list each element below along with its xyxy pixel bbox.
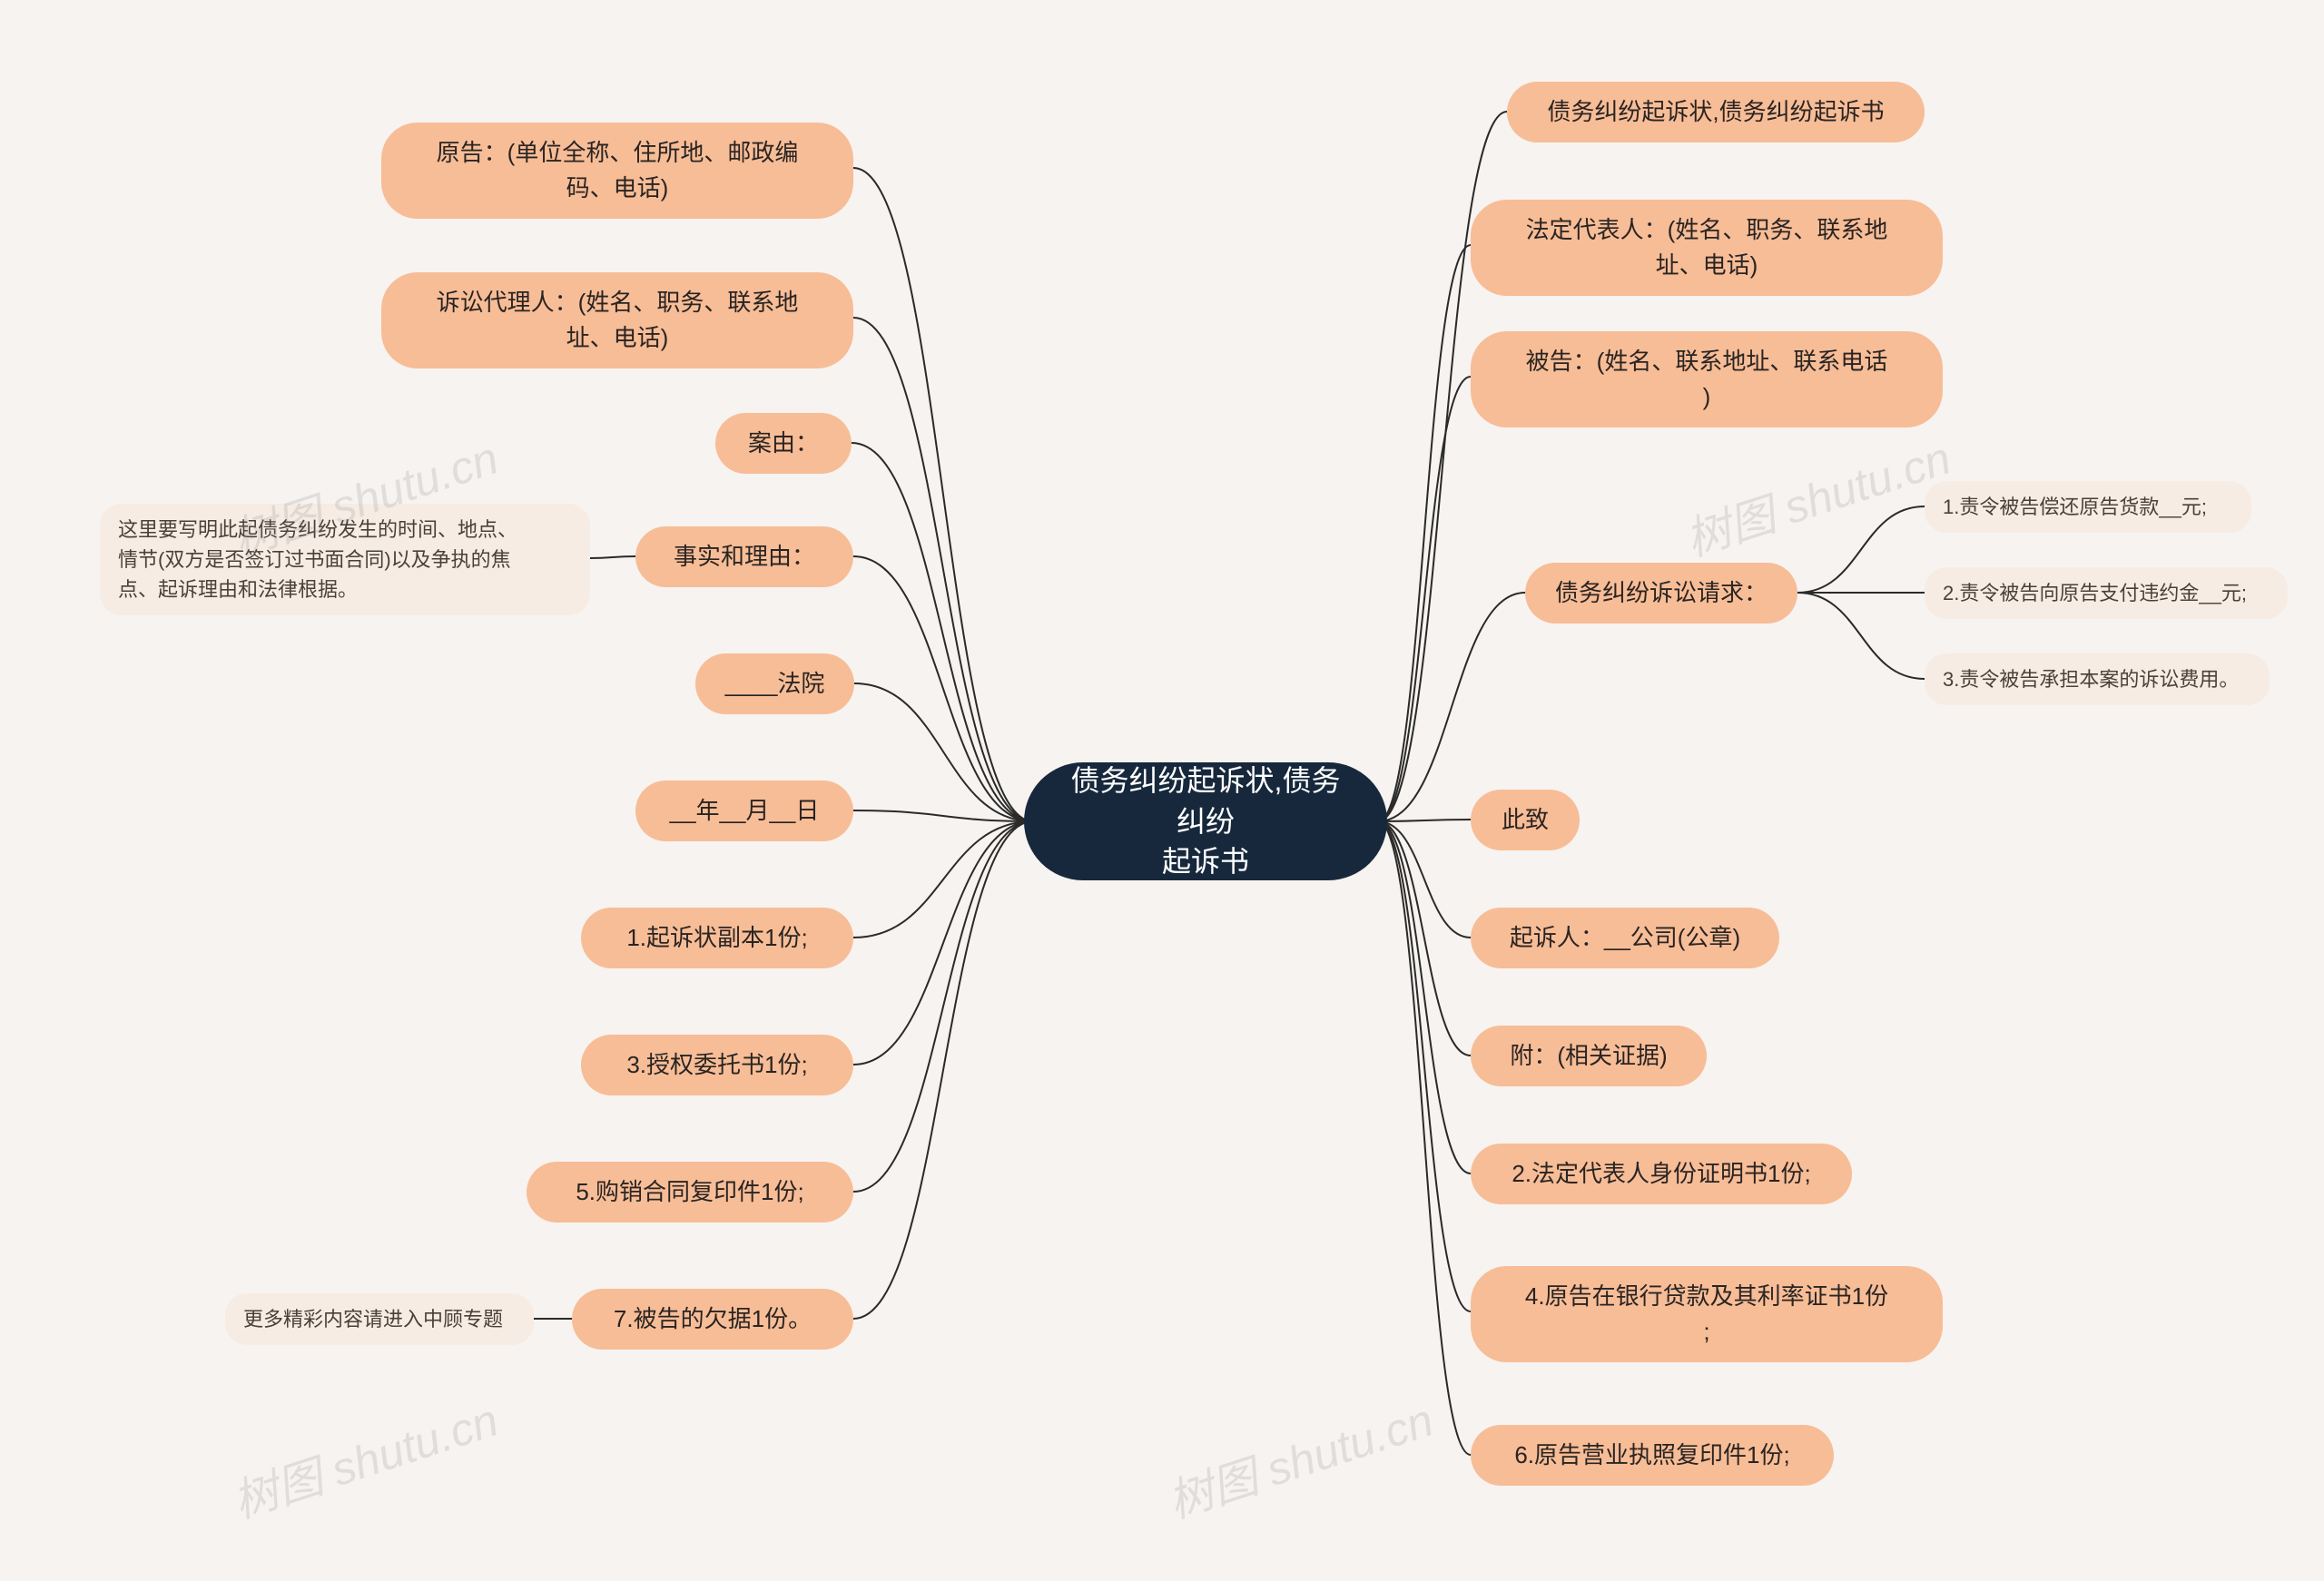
branch-node-r4-label: 债务纠纷诉讼请求：: [1555, 575, 1768, 611]
branch-node-r3-label: 被告：(姓名、联系地址、联系电话): [1526, 344, 1888, 415]
branch-node-r8[interactable]: 2.法定代表人身份证明书1份;: [1471, 1144, 1852, 1204]
leaf-node-l4-0: 这里要写明此起债务纠纷发生的时间、地点、情节(双方是否签订过书面合同)以及争执的…: [100, 504, 590, 615]
leaf-node-r4-0: 1.责令被告偿还原告货款__元;: [1925, 481, 2251, 533]
watermark-3: 树图 shutu.cn: [1158, 1384, 1440, 1531]
branch-node-r7[interactable]: 附：(相关证据): [1471, 1026, 1707, 1086]
leaf-node-l4-0-label: 这里要写明此起债务纠纷发生的时间、地点、情节(双方是否签订过书面合同)以及争执的…: [118, 515, 517, 604]
branch-node-l9-label: 5.购销合同复印件1份;: [576, 1174, 803, 1210]
branch-node-l4[interactable]: 事实和理由：: [635, 526, 853, 587]
branch-node-r9-label: 4.原告在银行贷款及其利率证书1份;: [1525, 1279, 1888, 1350]
leaf-node-r4-2: 3.责令被告承担本案的诉讼费用。: [1925, 653, 2270, 705]
branch-node-r5[interactable]: 此致: [1471, 790, 1580, 850]
branch-node-l3-label: 案由：: [748, 426, 819, 461]
branch-node-r2[interactable]: 法定代表人：(姓名、职务、联系地址、电话): [1471, 200, 1943, 296]
branch-node-l8[interactable]: 3.授权委托书1份;: [581, 1035, 853, 1095]
branch-node-l10[interactable]: 7.被告的欠据1份。: [572, 1289, 853, 1350]
branch-node-l2[interactable]: 诉讼代理人：(姓名、职务、联系地址、电话): [381, 272, 853, 368]
branch-node-r10-label: 6.原告营业执照复印件1份;: [1514, 1438, 1789, 1473]
watermark-2: 树图 shutu.cn: [223, 1384, 505, 1531]
branch-node-l6-label: __年__月__日: [670, 793, 820, 829]
branch-node-r1-label: 债务纠纷起诉状,债务纠纷起诉书: [1547, 94, 1884, 130]
branch-node-l6[interactable]: __年__月__日: [635, 781, 853, 841]
branch-node-r2-label: 法定代表人：(姓名、职务、联系地址、电话): [1526, 212, 1888, 283]
branch-node-r1[interactable]: 债务纠纷起诉状,债务纠纷起诉书: [1507, 82, 1925, 142]
branch-node-r6[interactable]: 起诉人：__公司(公章): [1471, 908, 1779, 968]
branch-node-l1-label: 原告：(单位全称、住所地、邮政编码、电话): [437, 135, 799, 206]
branch-node-l10-label: 7.被告的欠据1份。: [614, 1301, 812, 1337]
branch-node-r7-label: 附：(相关证据): [1510, 1038, 1667, 1074]
mindmap-canvas: 债务纠纷起诉状,债务纠纷起诉书 债务纠纷起诉状,债务纠纷起诉书法定代表人：(姓名…: [0, 0, 2324, 1581]
branch-node-r10[interactable]: 6.原告营业执照复印件1份;: [1471, 1425, 1834, 1486]
branch-node-l7-label: 1.起诉状副本1份;: [626, 920, 807, 956]
branch-node-l3[interactable]: 案由：: [715, 413, 852, 474]
branch-node-r3[interactable]: 被告：(姓名、联系地址、联系电话): [1471, 331, 1943, 427]
branch-node-l7[interactable]: 1.起诉状副本1份;: [581, 908, 853, 968]
leaf-node-r4-0-label: 1.责令被告偿还原告货款__元;: [1943, 492, 2207, 522]
branch-node-l5-label: ____法院: [725, 666, 825, 702]
branch-node-l5[interactable]: ____法院: [695, 653, 854, 714]
center-node[interactable]: 债务纠纷起诉状,债务纠纷起诉书: [1024, 762, 1387, 880]
branch-node-r6-label: 起诉人：__公司(公章): [1510, 920, 1740, 956]
watermark-1: 树图 shutu.cn: [1676, 422, 1957, 569]
leaf-node-r4-2-label: 3.责令被告承担本案的诉讼费用。: [1943, 664, 2239, 694]
branch-node-r8-label: 2.法定代表人身份证明书1份;: [1512, 1156, 1810, 1192]
branch-node-l1[interactable]: 原告：(单位全称、住所地、邮政编码、电话): [381, 123, 853, 219]
leaf-node-r4-1-label: 2.责令被告向原告支付违约金__元;: [1943, 578, 2247, 608]
leaf-node-l10-0: 更多精彩内容请进入中顾专题: [225, 1293, 534, 1345]
branch-node-l8-label: 3.授权委托书1份;: [626, 1047, 807, 1083]
branch-node-r9[interactable]: 4.原告在银行贷款及其利率证书1份;: [1471, 1266, 1943, 1362]
branch-node-r4[interactable]: 债务纠纷诉讼请求：: [1525, 563, 1797, 624]
center-label: 债务纠纷起诉状,债务纠纷起诉书: [1069, 761, 1342, 882]
leaf-node-r4-1: 2.责令被告向原告支付违约金__元;: [1925, 567, 2288, 619]
branch-node-r5-label: 此致: [1502, 802, 1549, 838]
leaf-node-l10-0-label: 更多精彩内容请进入中顾专题: [243, 1304, 503, 1334]
branch-node-l4-label: 事实和理由：: [674, 539, 815, 574]
branch-node-l9[interactable]: 5.购销合同复印件1份;: [527, 1162, 853, 1223]
branch-node-l2-label: 诉讼代理人：(姓名、职务、联系地址、电话): [437, 285, 799, 356]
